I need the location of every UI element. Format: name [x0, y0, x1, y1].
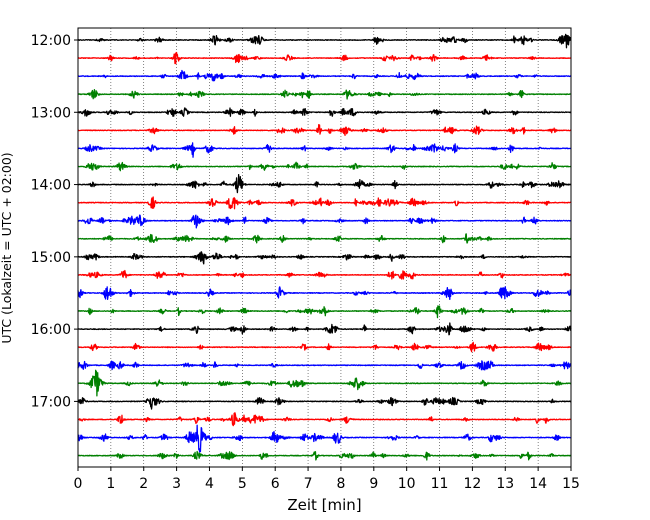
trace-1445: [77, 233, 572, 244]
x-tick-label: 5: [238, 476, 247, 492]
trace-1630: [77, 360, 572, 371]
x-tick-label: 14: [529, 476, 547, 492]
trace-1730: [77, 424, 572, 453]
x-tick-label: 10: [398, 476, 416, 492]
trace-1230: [77, 69, 572, 82]
x-tick-label: 12: [463, 476, 481, 492]
trace-1545: [77, 305, 572, 319]
y-tick-label: 17:00: [31, 394, 71, 410]
trace-1645: [77, 369, 572, 397]
trace-1515: [77, 269, 572, 280]
trace-1245: [77, 88, 572, 100]
x-tick-label: 0: [74, 476, 83, 492]
trace-1400: [77, 173, 572, 194]
trace-1415: [77, 196, 572, 210]
trace-1600: [77, 322, 572, 336]
trace-1715: [77, 412, 572, 427]
x-tick-label: 1: [106, 476, 115, 492]
y-tick-label: 16:00: [31, 322, 71, 338]
x-tick-label: 9: [369, 476, 378, 492]
trace-1300: [77, 107, 572, 117]
trace-1430: [77, 214, 572, 229]
trace-1200: [77, 33, 572, 49]
x-tick-label: 7: [304, 476, 313, 492]
trace-1700: [77, 396, 572, 410]
y-tick-label: 15:00: [31, 250, 71, 266]
trace-1315: [77, 124, 572, 136]
plot-frame: [77, 27, 572, 468]
trace-1530: [77, 286, 572, 300]
x-tick-label: 11: [431, 476, 449, 492]
x-tick-label: 6: [271, 476, 280, 492]
x-tick-label: 15: [562, 476, 580, 492]
x-tick-label: 13: [496, 476, 514, 492]
x-tick-label: 8: [336, 476, 345, 492]
y-tick-label: 14:00: [31, 178, 71, 194]
x-grid: [110, 28, 539, 467]
x-tick-label: 4: [205, 476, 214, 492]
trace-1615: [77, 341, 572, 353]
traces: [77, 33, 572, 461]
trace-1745: [77, 450, 572, 461]
y-tick-label: 12:00: [31, 33, 71, 49]
y-tick-label: 13:00: [31, 105, 71, 121]
trace-1345: [77, 161, 572, 172]
x-tick-label: 2: [139, 476, 148, 492]
y-axis-label: UTC (Lokalzeit = UTC + 02:00): [0, 152, 14, 343]
trace-1500: [77, 251, 572, 265]
x-tick-label: 3: [172, 476, 181, 492]
trace-1330: [77, 142, 572, 158]
x-axis-label: Zeit [min]: [287, 496, 361, 514]
x-axis: 0 1 2 3 4 5 6 7 8 9 10 11 12 13 14 15: [74, 467, 580, 492]
y-axis: 12:00 13:00 14:00 15:00 16:00 17:00: [31, 33, 78, 410]
trace-1215: [77, 51, 572, 65]
